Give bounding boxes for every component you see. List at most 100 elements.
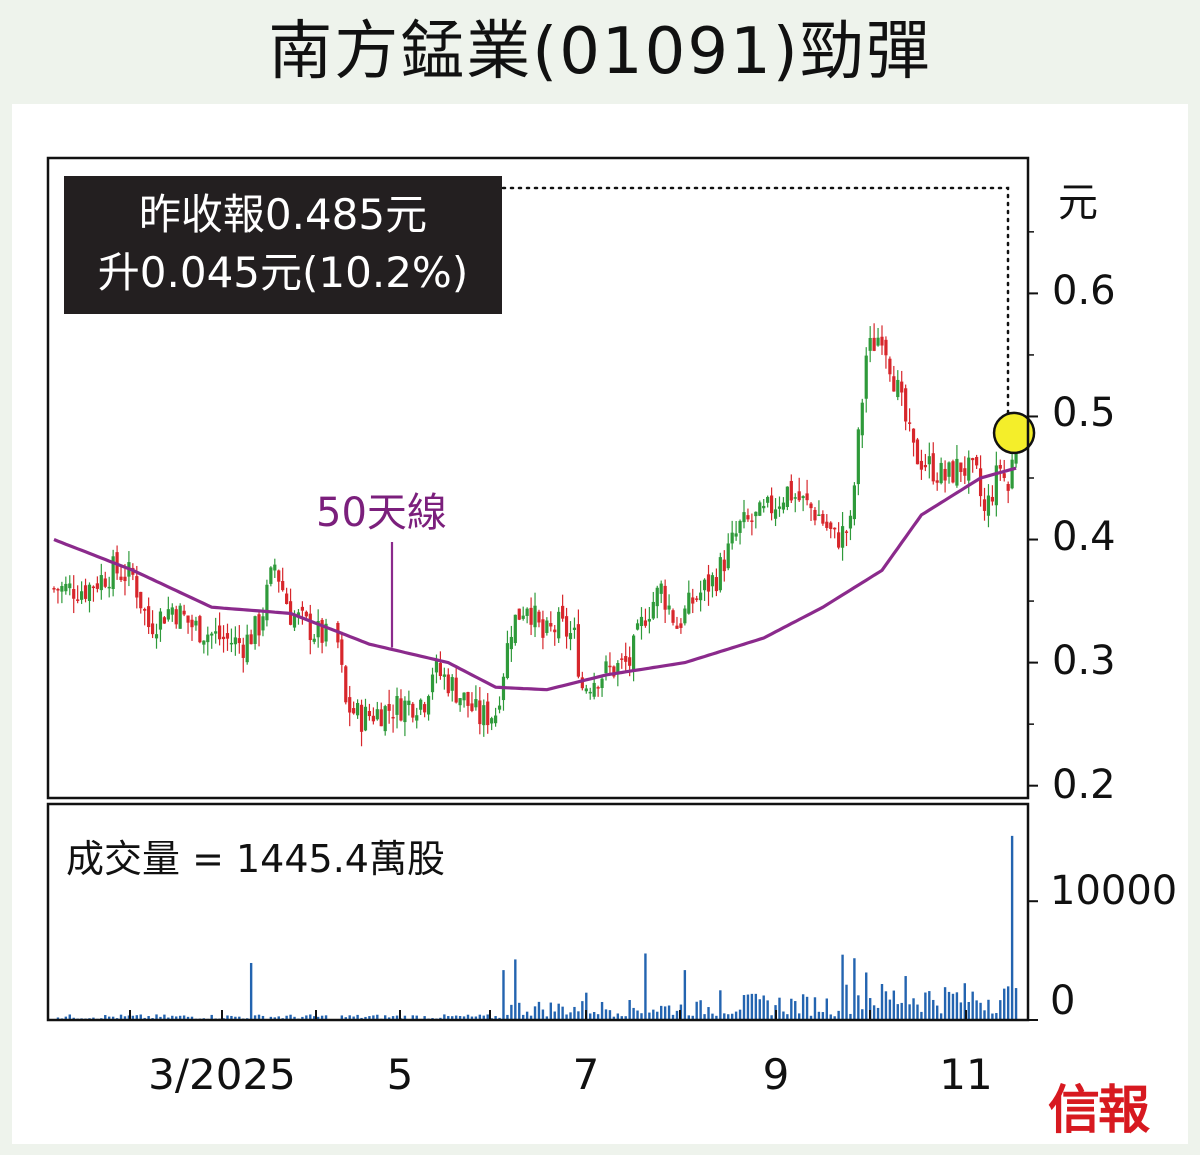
change-text: 升0.045元(10.2%)	[97, 248, 469, 297]
candle-body	[415, 715, 419, 721]
volume-bar	[313, 1016, 316, 1020]
volume-bar	[447, 1016, 450, 1020]
candle-body	[963, 468, 967, 476]
candle-body	[624, 656, 628, 662]
volume-bar	[502, 970, 505, 1020]
candle-body	[576, 624, 580, 677]
volume-bar	[995, 1013, 998, 1020]
candle-body	[375, 709, 379, 720]
last-close-text: 昨收報0.485元	[138, 190, 428, 239]
candle-body	[60, 586, 64, 592]
volume-bar	[139, 1014, 142, 1020]
last-close-marker	[992, 411, 1036, 455]
volume-bar	[880, 984, 884, 1020]
volume-bar	[273, 1017, 276, 1020]
candle-body	[734, 533, 738, 537]
volume-bar	[888, 999, 892, 1020]
candle-body	[789, 480, 793, 501]
candle-body	[273, 564, 277, 571]
candle-body	[986, 495, 991, 516]
volume-bar	[987, 999, 990, 1020]
volume-bar	[226, 1015, 229, 1020]
candle-body	[517, 608, 521, 620]
volume-bar	[746, 994, 750, 1020]
x-tick-7: 7	[572, 1050, 600, 1099]
volume-bar	[127, 1015, 131, 1020]
volume-bar	[703, 1014, 706, 1020]
candle-body	[959, 462, 963, 472]
candle-body	[277, 570, 281, 582]
candle-body	[821, 513, 825, 524]
volume-bar	[56, 1017, 60, 1020]
candle-body	[844, 531, 849, 533]
candle-body	[557, 611, 561, 639]
volume-bar	[474, 1016, 478, 1020]
candle-body	[150, 623, 155, 635]
candle-body	[245, 634, 249, 663]
candle-body	[561, 605, 565, 619]
volume-bar	[916, 1004, 919, 1020]
leader-dotted-line	[501, 186, 1010, 415]
volume-bar	[163, 1014, 166, 1020]
candle-body	[880, 336, 884, 346]
volume-bar	[131, 1015, 135, 1020]
candle-body	[312, 638, 316, 642]
candle-body	[896, 379, 900, 398]
candle-body	[281, 581, 285, 591]
volume-bar	[983, 1010, 986, 1020]
candle-body	[955, 458, 959, 486]
candle-body	[572, 627, 577, 630]
candle-body	[206, 634, 210, 643]
candle-body	[919, 460, 924, 470]
volume-bar	[947, 991, 951, 1020]
candle-body	[718, 557, 722, 591]
volume-bar	[612, 1016, 616, 1020]
volume-bar	[596, 1014, 600, 1020]
candle-body	[584, 688, 588, 692]
volume-bar	[845, 984, 848, 1020]
volume-bar	[861, 1009, 864, 1020]
volume-bar	[316, 1016, 320, 1020]
candle-body	[379, 709, 383, 727]
volume-bar	[951, 993, 955, 1020]
volume-bar	[372, 1015, 375, 1020]
candle-body	[174, 609, 178, 625]
candle-body	[76, 599, 80, 601]
volume-bar	[640, 1013, 643, 1020]
candle-body	[659, 583, 663, 594]
candle-body	[430, 674, 435, 693]
y-tick-0.6: 0.6	[1052, 268, 1116, 314]
volume-bar	[943, 987, 947, 1020]
volume-bar	[790, 998, 793, 1020]
volume-bar	[892, 990, 896, 1020]
candle-body	[111, 556, 115, 590]
candle-body	[162, 617, 166, 624]
candle-body	[568, 633, 573, 640]
volume-bar	[443, 1014, 446, 1020]
volume-bar	[656, 1011, 659, 1020]
volume-bar	[624, 1016, 627, 1020]
price-info-box: 昨收報0.485元 升0.045元(10.2%)	[64, 176, 502, 314]
volume-bar	[557, 1003, 560, 1020]
candle-body	[292, 615, 297, 628]
candle-body	[64, 583, 68, 592]
volume-bar	[147, 1016, 150, 1020]
volume-bar	[454, 1015, 458, 1020]
volume-bar	[249, 962, 253, 1020]
candle-body	[304, 611, 308, 617]
candle-body	[710, 575, 715, 587]
candle-body	[639, 616, 644, 627]
candle-body	[198, 616, 202, 643]
volume-bar	[971, 991, 974, 1020]
candle-body	[967, 457, 971, 481]
volume-bar	[959, 1002, 963, 1020]
candle-body	[371, 715, 375, 722]
candle-body	[635, 623, 640, 630]
volume-bar	[123, 1016, 127, 1020]
candle-body	[596, 687, 600, 689]
candle-body	[911, 428, 916, 443]
candle-body	[746, 515, 750, 520]
volume-bar	[600, 1001, 604, 1020]
candle-body	[434, 659, 439, 673]
volume-bar	[920, 1011, 923, 1020]
